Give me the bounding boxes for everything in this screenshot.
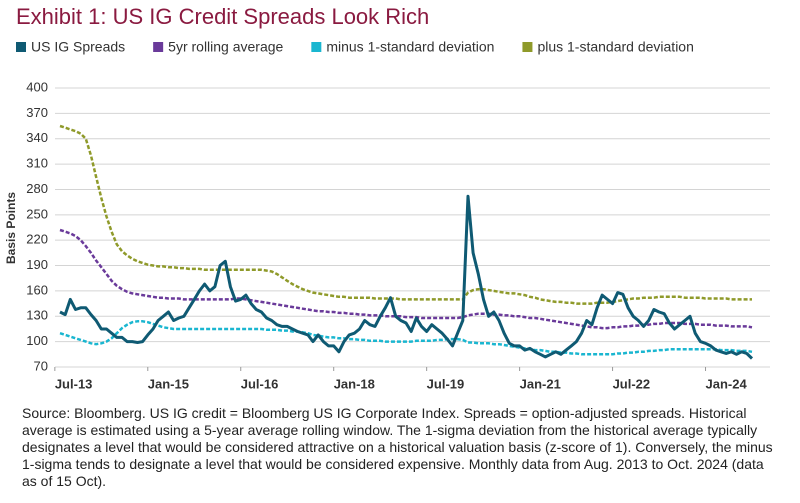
x-tick-label: Jul-13 [55,376,93,391]
x-tick-label: Jan-15 [148,376,189,391]
y-tick-label: 250 [26,206,48,221]
y-tick-label: 370 [26,105,48,120]
y-tick-label: 310 [26,156,48,171]
y-tick-label: 220 [26,232,48,247]
y-tick-label: 100 [26,333,48,348]
x-tick-label: Jan-21 [520,376,561,391]
y-tick-label: 280 [26,181,48,196]
legend-swatch [16,42,26,52]
x-tick-label: Jan-18 [334,376,375,391]
legend-label: minus 1-standard deviation [326,39,494,55]
y-axis-label: Basis Points [4,192,18,264]
y-tick-label: 70 [34,358,48,373]
series-line [59,320,753,356]
series-line [59,228,753,330]
y-tick-label: 160 [26,282,48,297]
x-tick-label: Jan-24 [706,376,748,391]
legend-label: US IG Spreads [31,39,125,55]
x-tick-label: Jul-16 [241,376,279,391]
chart-title: Exhibit 1: US IG Credit Spreads Look Ric… [16,4,429,29]
y-tick-label: 340 [26,130,48,145]
legend-swatch [311,42,322,52]
legend-swatch [153,42,164,52]
series-line [59,124,752,305]
source-note: Source: Bloomberg. US IG credit = Bloomb… [22,405,773,489]
legend-swatch [522,42,533,52]
series-line [59,194,754,360]
y-tick-label: 190 [26,257,48,272]
y-tick-label: 400 [26,79,48,94]
x-tick-label: Jul-19 [427,376,465,391]
y-tick-label: 130 [26,308,48,323]
chart: Exhibit 1: US IG Credit Spreads Look Ric… [4,4,770,391]
x-tick-label: Jul-22 [613,376,651,391]
legend-label: 5yr rolling average [168,39,283,55]
legend-label: plus 1-standard deviation [537,39,693,55]
